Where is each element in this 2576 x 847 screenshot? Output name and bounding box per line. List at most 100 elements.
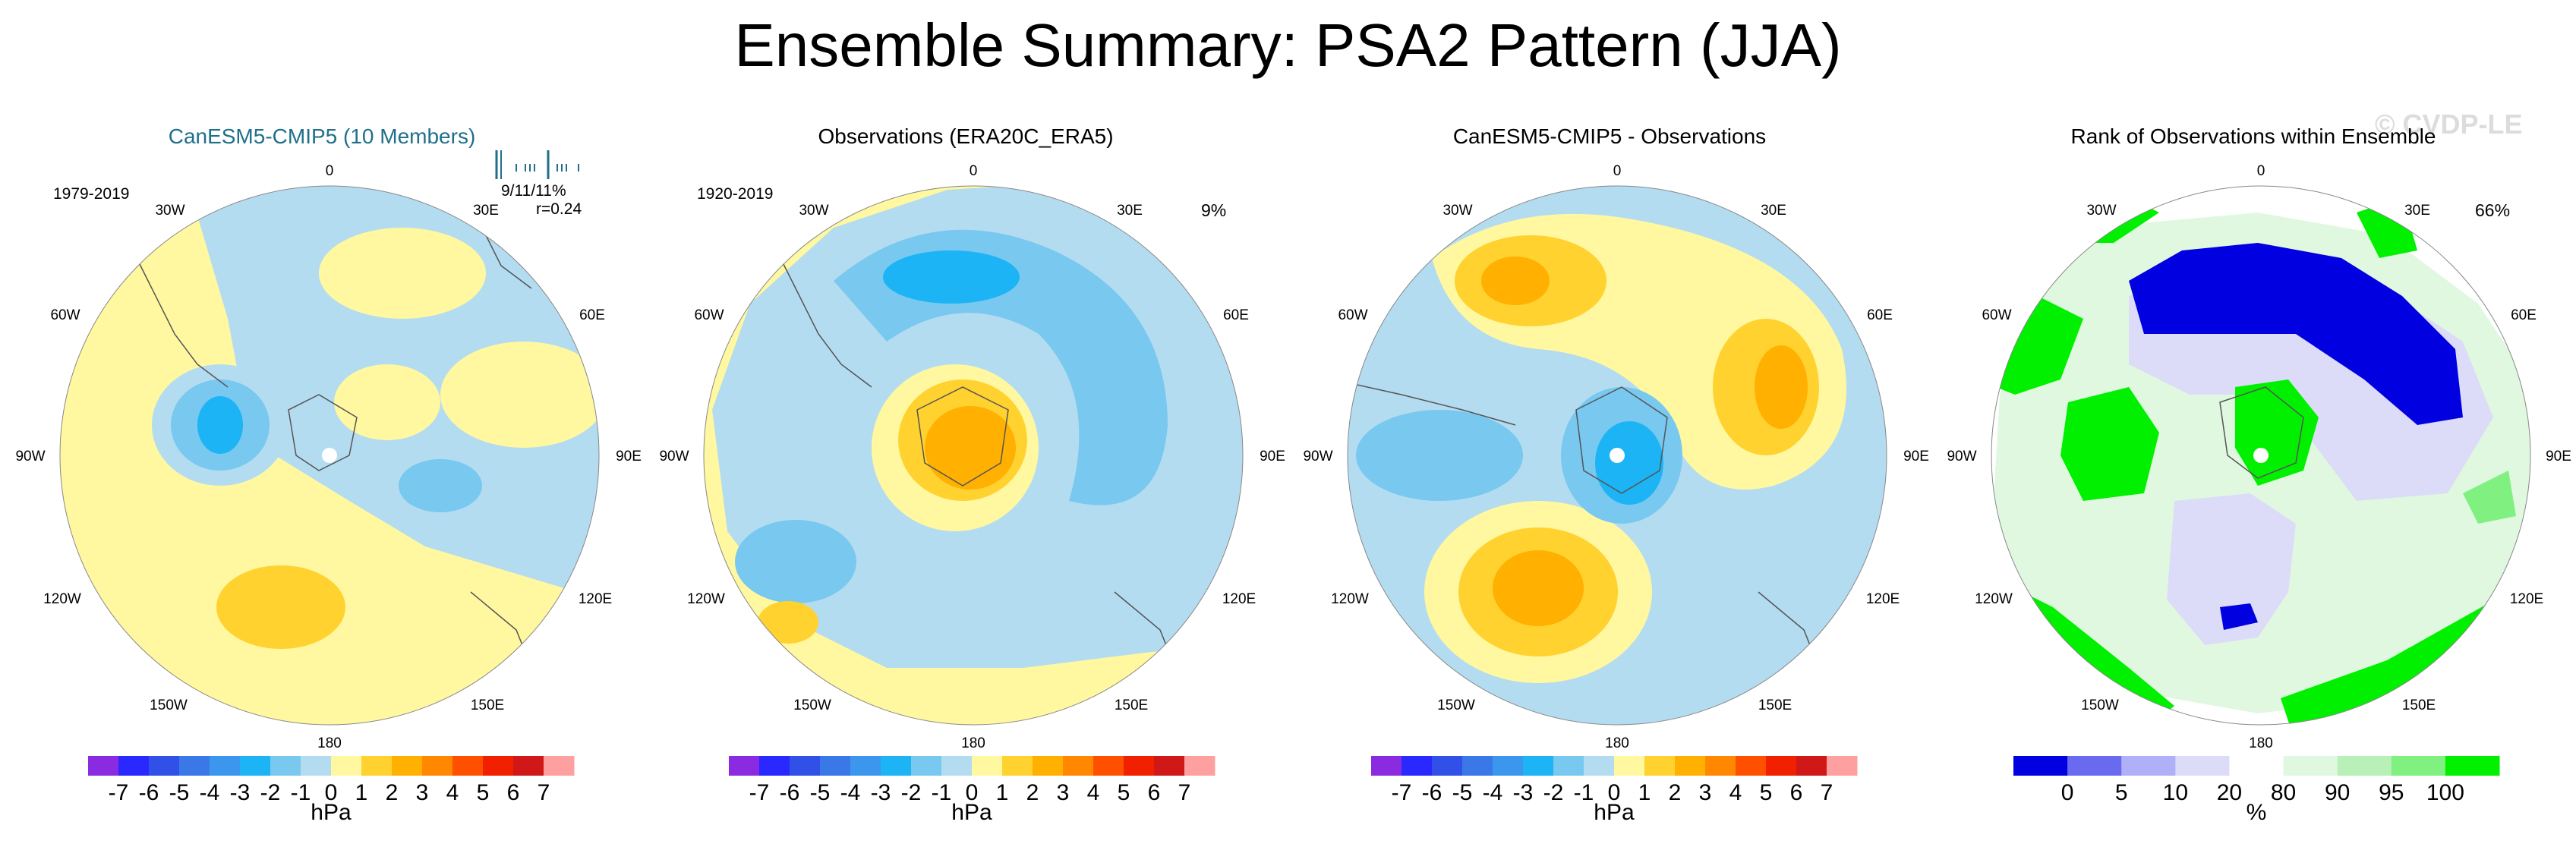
colorbar-tick-label: 1 [1638,780,1651,805]
lon-label: 90W [1947,449,1977,464]
colorbar-tick-label: -7 [108,780,129,805]
rank-10-20 [2167,493,2296,645]
colorbar-tick-label: 1 [995,780,1009,805]
colorbar-tick-label: 95 [2379,780,2404,805]
colorbar-tick-label: -1 [931,780,952,805]
colorbar-swatch [850,756,881,776]
colorbar-swatch [1184,756,1215,776]
colorbar-tick-label: 3 [1056,780,1070,805]
colorbar-swatch [361,756,393,776]
colorbar-tick-label: 4 [1729,780,1742,805]
lon-label: 30W [155,203,185,219]
rank-90-95 [2463,471,2516,524]
percent-label: 66% [2475,200,2511,220]
colorbar-swatch [1002,756,1033,776]
colorbar-swatch [2391,756,2446,776]
panel-title: Rank of Observations within Ensemble [2070,124,2436,148]
lon-label: 0 [969,163,978,179]
colorbar-tick-label: 5 [476,780,490,805]
pole-marker [322,448,337,463]
colorbar-swatch [422,756,453,776]
colorbar-swatch [2283,756,2338,776]
positive-region [334,364,440,440]
colorbar-swatch [2121,756,2176,776]
colorbar-unit: hPa [311,800,352,825]
colorbar-swatch [2013,756,2068,776]
colorbar-swatch [2229,756,2284,776]
colorbar-swatch [1705,756,1736,776]
map-border [1347,185,1887,726]
colorbar-tick-label: 4 [446,780,459,805]
positive-region [440,342,599,448]
lon-label: 90E [1903,449,1929,464]
colorbar-tick-label: 2 [1026,780,1039,805]
colorbar-swatch [759,756,790,776]
colorbar-tick-label: 0 [2060,780,2074,805]
lon-label: 60E [1223,307,1249,323]
colorbar-tick-label: 2 [385,780,399,805]
lon-label: 150W [793,697,831,713]
colorbar-tick-label: -7 [749,780,770,805]
colorbar-swatch [331,756,362,776]
lon-label: 180 [317,735,342,751]
colorbar-tick-label: 0 [1607,780,1621,805]
lon-label: 60W [1982,307,2012,323]
lon-label: 30E [2404,203,2430,219]
antarctica-coast [1575,386,1668,494]
stats-label: 9/11/11% [501,182,566,200]
rank-95-100 [2060,387,2159,501]
colorbar-swatch [972,756,1003,776]
colorbar-tick-label: -4 [840,780,861,805]
lon-label: 30W [2086,203,2117,219]
colorbar-tick-label: -7 [1391,780,1412,805]
colorbar-swatch [820,756,851,776]
colorbar-tick-label: -3 [229,780,251,805]
lon-label: 60W [694,307,724,323]
negative-contour [735,520,856,603]
lon-label: 60W [1338,307,1368,323]
colorbar-swatch [1675,756,1706,776]
polar-map [59,185,600,726]
lon-label: 150W [1437,697,1475,713]
colorbar-swatch [1796,756,1827,776]
colorbar-tick-label: -6 [138,780,159,805]
watermark: © CVDP-LE [2375,109,2523,140]
colorbar-swatch [179,756,210,776]
positive-core [1755,345,1808,429]
colorbar-tick-label: 100 [2426,780,2464,805]
lon-label: 180 [961,735,985,751]
lon-label: 90E [1260,449,1285,464]
colorbar-swatch [392,756,423,776]
lon-label: 0 [1613,163,1622,179]
lon-label: 120E [1865,591,1900,607]
negative-core [883,250,1020,304]
lon-label: 150E [2401,697,2436,713]
colorbar-swatch [2067,756,2122,776]
colorbar-swatch [911,756,942,776]
lon-label: 120E [578,591,613,607]
positive-core [1481,257,1550,305]
lon-label: 150E [470,697,505,713]
lon-label: 150W [150,697,188,713]
colorbar-swatch [1827,756,1858,776]
lon-label: 90E [616,449,642,464]
colorbar-swatch [1493,756,1524,776]
negative-core [1595,421,1663,505]
polar-map [1991,185,2531,726]
positive-core [216,565,345,649]
lon-label: 30E [1117,203,1143,219]
colorbar-tick-label: -4 [199,780,220,805]
colorbar-swatch [1553,756,1584,776]
colorbar-tick-label: 0 [965,780,979,805]
lon-label: 120W [687,591,725,607]
colorbar-tick-label: 7 [537,780,550,805]
lon-label: 30W [1442,203,1473,219]
negative-contour [399,459,482,512]
colorbar-tick-label: 7 [1820,780,1833,805]
colorbar-tick-label: 2 [1668,780,1682,805]
lon-label: 90E [2546,449,2571,464]
polar-map [1347,185,1887,726]
lon-label: 30E [1761,203,1786,219]
colorbar-swatch [88,756,119,776]
panel-title: CanESM5-CMIP5 - Observations [1452,124,1767,148]
